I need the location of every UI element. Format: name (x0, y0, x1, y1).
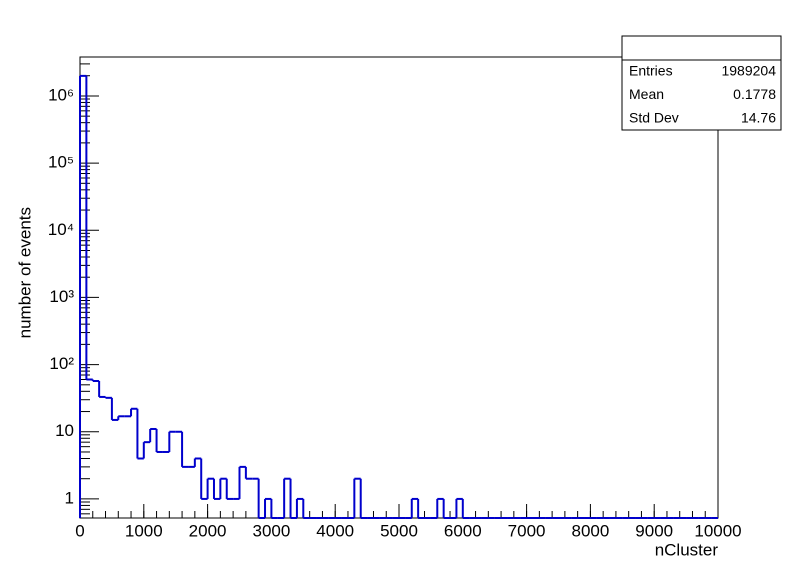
y-axis-label: number of events (15, 207, 34, 338)
stats-frame (621, 35, 782, 131)
stats-box: Entries 1989204 Mean 0.1778 Std Dev 14.76 (621, 35, 782, 131)
y-tick-label: 10² (49, 354, 74, 373)
x-tick-label: 2000 (189, 521, 227, 540)
x-tick-label: 3000 (252, 521, 290, 540)
stats-value: 1989204 (721, 63, 776, 79)
y-tick-label: 10⁴ (48, 220, 74, 239)
stats-value: 14.76 (741, 110, 776, 126)
x-axis-label: nCluster (655, 540, 719, 559)
stats-name: Mean (629, 86, 664, 102)
x-tick-label: 6000 (444, 521, 482, 540)
y-tick-label: 10 (55, 421, 74, 440)
x-tick-label: 0 (75, 521, 84, 540)
y-tick-label: 10⁵ (48, 153, 74, 172)
x-tick-label: 5000 (380, 521, 418, 540)
x-tick-label: 10000 (694, 521, 741, 540)
x-tick-label: 4000 (316, 521, 354, 540)
x-tick-label: 7000 (508, 521, 546, 540)
x-tick-label: 9000 (635, 521, 673, 540)
stats-name: Entries (629, 63, 673, 79)
x-tick-label: 8000 (571, 521, 609, 540)
y-tick-label: 10⁶ (48, 85, 74, 104)
x-tick-label: 1000 (125, 521, 163, 540)
stats-name: Std Dev (629, 110, 679, 126)
y-tick-label: 1 (65, 488, 74, 507)
stats-value: 0.1778 (733, 86, 776, 102)
y-tick-label: 10³ (49, 287, 74, 306)
